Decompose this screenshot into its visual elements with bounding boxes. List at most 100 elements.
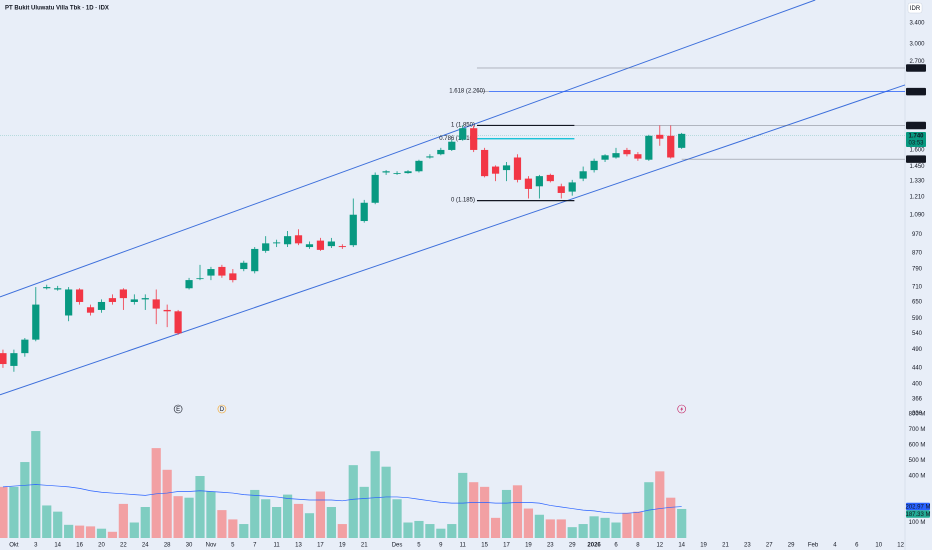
x-tick-label: 20 [98, 543, 105, 549]
candle-body [97, 301, 106, 310]
candle-body [316, 240, 325, 250]
candle-body [470, 128, 478, 150]
volume-bar [74, 525, 85, 538]
candle-body [601, 155, 609, 160]
candle-body [229, 273, 237, 281]
volume-bar [523, 508, 534, 538]
x-tick-label: 11 [274, 543, 281, 549]
candle-body [262, 243, 270, 251]
currency[interactable]: IDR [910, 6, 921, 12]
candle-body [130, 299, 138, 302]
candle-body [21, 339, 29, 354]
volume-bar [545, 519, 555, 538]
price-label: 2.600 [908, 66, 924, 72]
candle-body [54, 288, 62, 290]
volume-bar [140, 507, 150, 538]
volume-bar [315, 491, 326, 538]
volume-bar [600, 517, 610, 538]
candle-body [283, 236, 292, 245]
volume-ma-label: 202.97 M [905, 504, 930, 510]
candle-body [43, 287, 51, 289]
candle-body [426, 156, 434, 158]
y-tick-label: 3.400 [909, 20, 925, 26]
candle-body [371, 174, 379, 203]
volume-label: 187.33 M [905, 512, 930, 518]
x-tick-label: 2026 [587, 543, 601, 549]
volume-ma-box [906, 502, 930, 511]
candle-body [207, 269, 215, 276]
candle-body [240, 262, 248, 270]
x-tick-label: 14 [678, 543, 685, 549]
candle-body [513, 157, 522, 180]
y-tick-label: 400 [912, 381, 923, 387]
candle-body [152, 299, 160, 309]
price-label: 2.260 [908, 89, 924, 95]
candle-body [185, 280, 193, 289]
price-label-box [906, 155, 926, 163]
x-tick-label: 17 [317, 543, 324, 549]
volume-bar [556, 519, 566, 538]
volume-bar [151, 448, 161, 538]
volume-bar [206, 491, 216, 538]
candle-body [634, 154, 642, 159]
x-tick-label: Feb [808, 543, 819, 549]
price-label: 1.850 [908, 123, 924, 129]
candle-body [491, 166, 500, 174]
candle-body [590, 160, 598, 171]
x-tick-label: 17 [503, 543, 510, 549]
volume-bar [425, 524, 435, 538]
y-tick-label: 490 [912, 347, 923, 353]
x-tick-label: 13 [295, 543, 302, 549]
y-tick-label: 1.090 [909, 212, 925, 218]
candle-body [32, 304, 40, 340]
candle-body [86, 307, 95, 313]
volume-bar [436, 528, 446, 538]
event-icon [680, 406, 684, 412]
volume-bar [501, 489, 512, 538]
candle-body [251, 248, 259, 272]
candle-body [196, 278, 204, 280]
x-tick-label: 11 [460, 543, 467, 549]
volume-ma-line [2, 484, 682, 514]
volume-bar [622, 513, 632, 538]
volume-bar [239, 524, 249, 538]
x-tick-label: 5 [231, 543, 235, 549]
volume-box [906, 510, 930, 518]
x-tick-label: Nov [206, 543, 217, 549]
candle-body [502, 165, 511, 171]
candle-body [108, 298, 117, 302]
channel-line [0, 0, 816, 298]
x-tick-label: 23 [547, 543, 554, 549]
volume-bar [469, 482, 479, 538]
volume-bar [655, 471, 665, 538]
x-tick-label: 29 [569, 543, 576, 549]
x-tick-label: 27 [766, 543, 773, 549]
volume-bar [589, 516, 599, 538]
x-tick-label: 23 [744, 543, 751, 549]
price-label-box [906, 87, 926, 96]
price-label-box [906, 121, 926, 130]
candle-body [645, 135, 653, 160]
candle-body [10, 353, 18, 366]
countdown: 03:53 [908, 141, 924, 147]
candle-body [678, 133, 686, 148]
candle-body [65, 289, 73, 316]
x-tick-label: 12 [897, 543, 904, 549]
x-tick-label: 3 [34, 543, 38, 549]
fib-label: 0.786 (1.710) [439, 136, 475, 142]
x-tick-label: 21 [722, 543, 729, 549]
x-tick-label: 6 [614, 543, 618, 549]
volume-bar [282, 494, 293, 538]
volume-bar [261, 499, 271, 538]
y-tick-label: 540 [912, 331, 923, 337]
y-tick-label: 1.450 [909, 164, 925, 170]
y-tick-label: 366 [912, 396, 923, 402]
candle-body [218, 266, 226, 276]
currency-box[interactable] [907, 2, 923, 14]
volume-bar [217, 510, 227, 538]
volume-bar [162, 469, 172, 538]
volume-bar [611, 522, 621, 538]
candle-body [174, 311, 182, 334]
